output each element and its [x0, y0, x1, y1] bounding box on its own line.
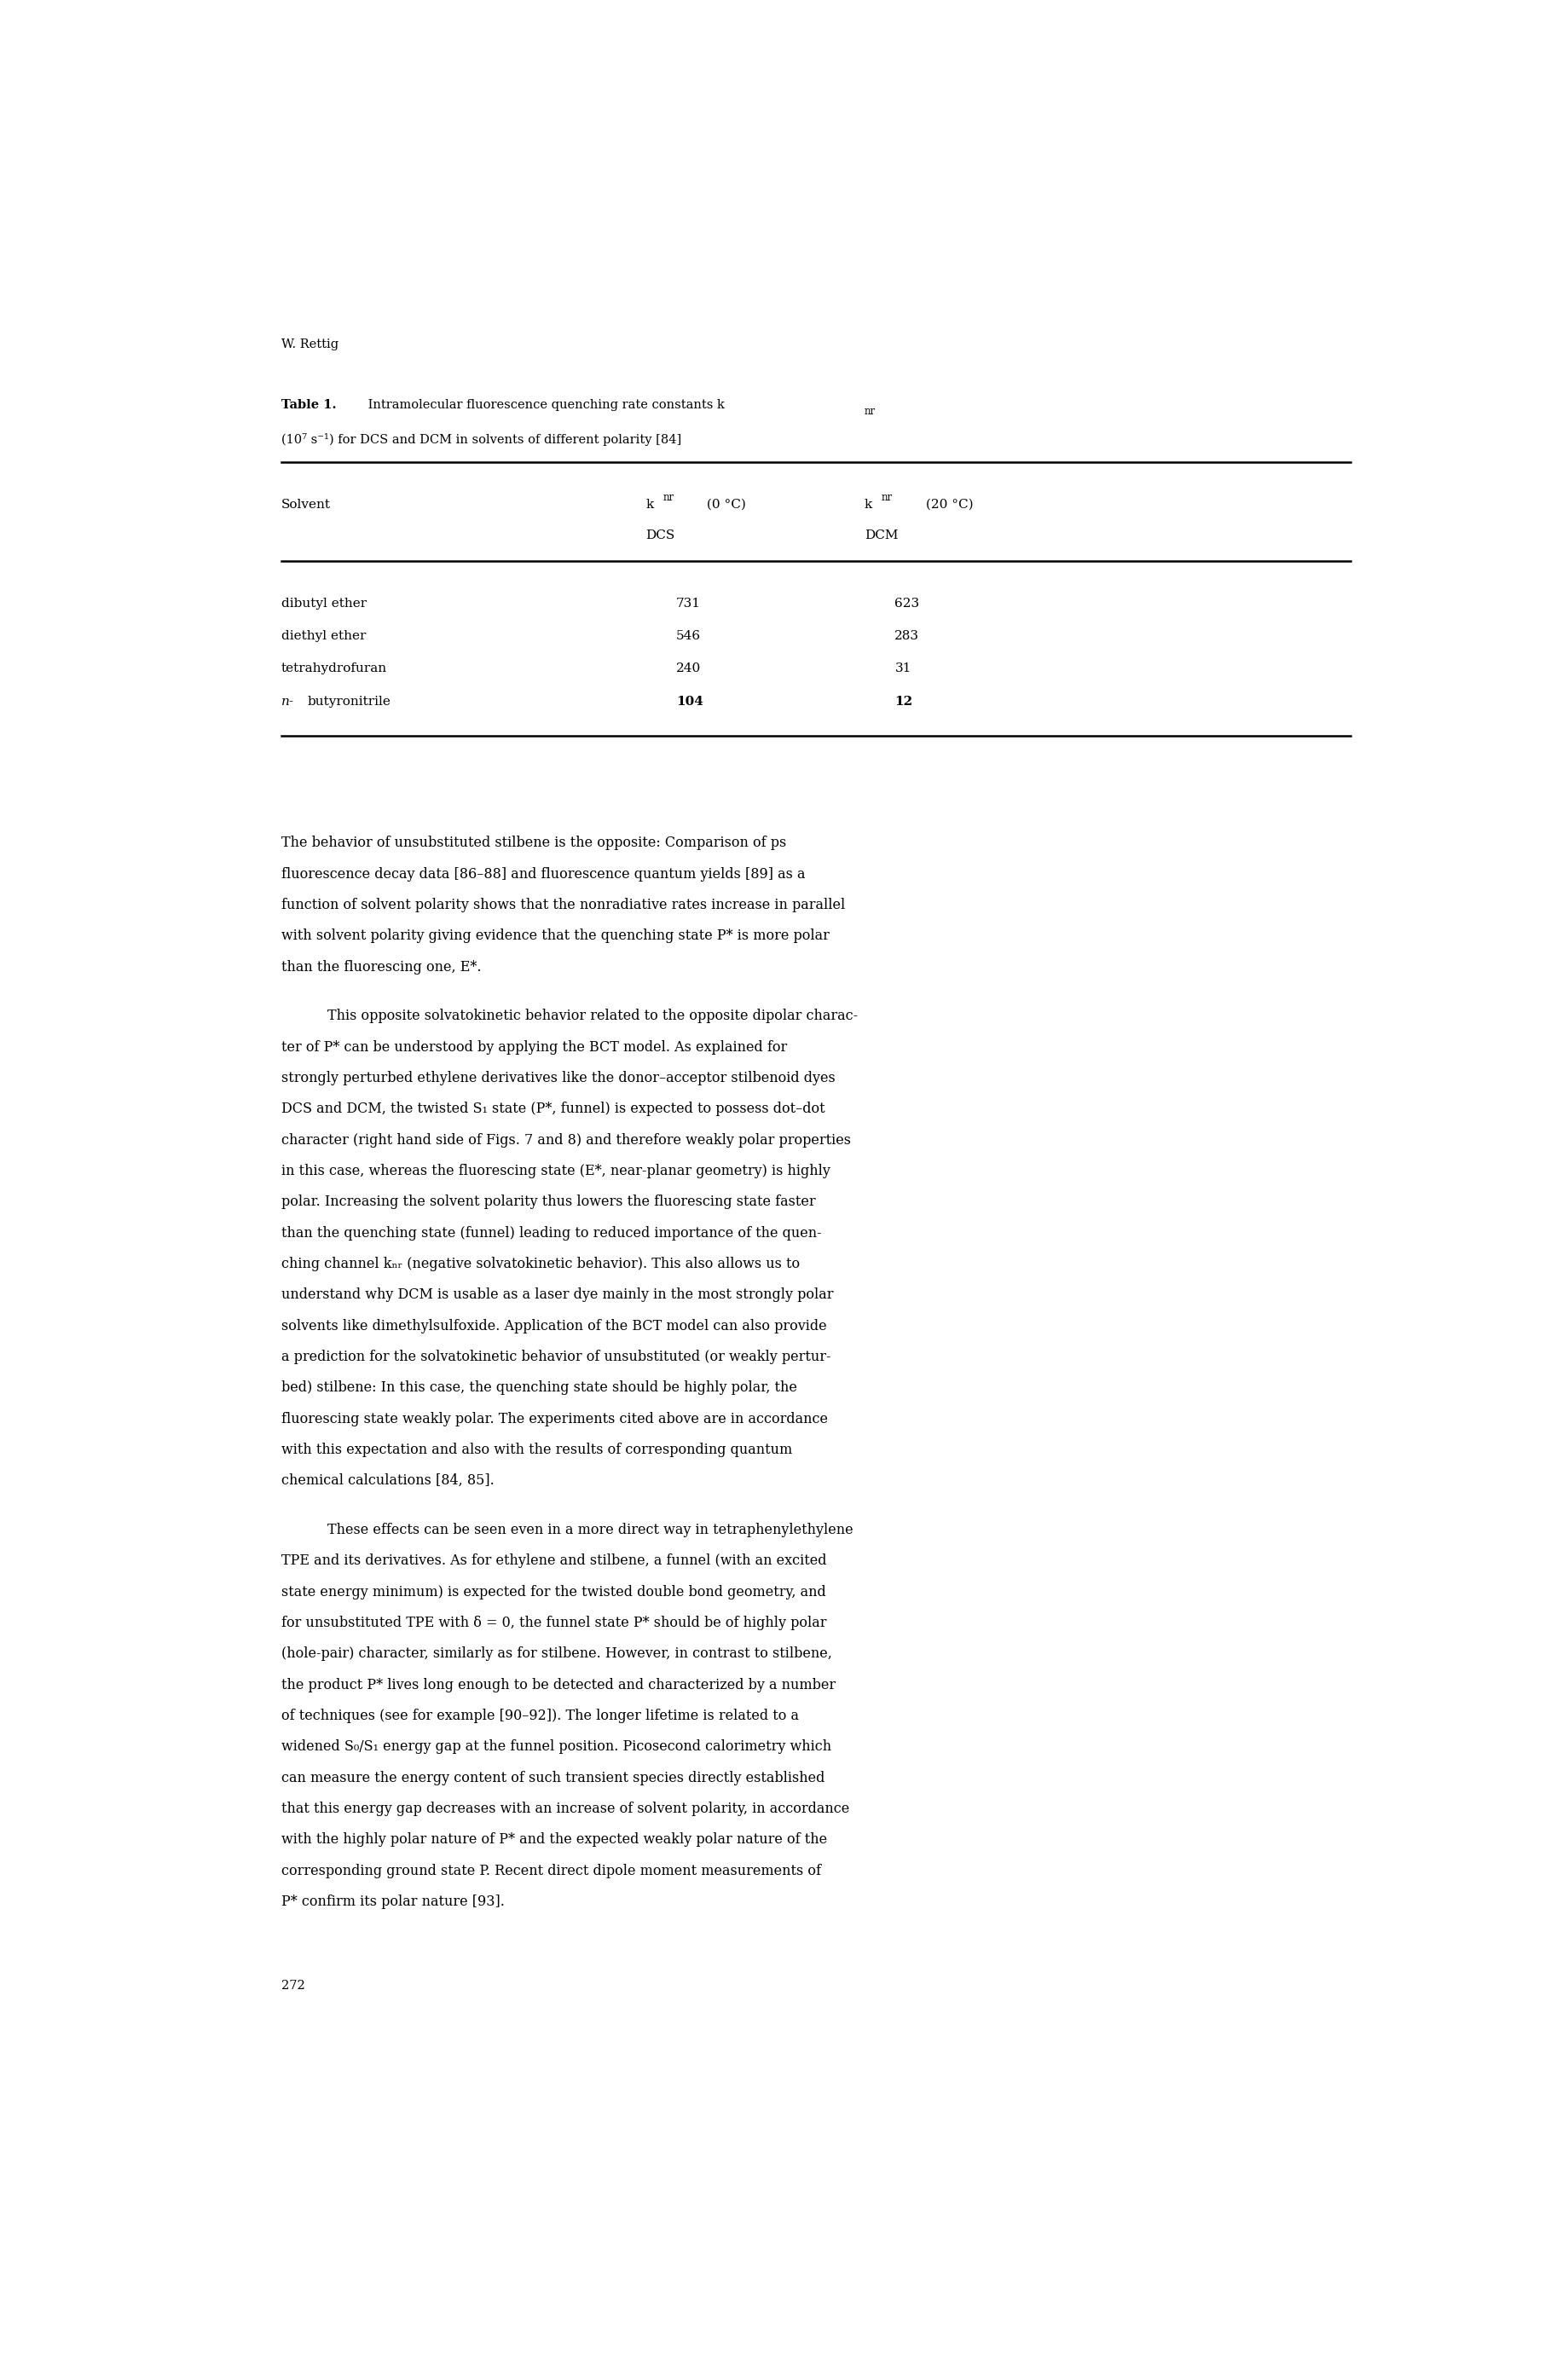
Text: that this energy gap decreases with an increase of solvent polarity, in accordan: that this energy gap decreases with an i…: [281, 1801, 850, 1817]
Text: widened S₀/S₁ energy gap at the funnel position. Picosecond calorimetry which: widened S₀/S₁ energy gap at the funnel p…: [281, 1739, 831, 1753]
Text: fluorescing state weakly polar. The experiments cited above are in accordance: fluorescing state weakly polar. The expe…: [281, 1413, 828, 1427]
Text: can measure the energy content of such transient species directly established: can measure the energy content of such t…: [281, 1770, 825, 1784]
Text: nr: nr: [864, 407, 875, 416]
Text: in this case, whereas the fluorescing state (E*, near-planar geometry) is highly: in this case, whereas the fluorescing st…: [281, 1164, 829, 1178]
Text: fluorescence decay data [86–88] and fluorescence quantum yields [89] as a: fluorescence decay data [86–88] and fluo…: [281, 866, 804, 883]
Text: with this expectation and also with the results of corresponding quantum: with this expectation and also with the …: [281, 1443, 792, 1457]
Text: butyronitrile: butyronitrile: [307, 696, 392, 707]
Text: with solvent polarity giving evidence that the quenching state P* is more polar: with solvent polarity giving evidence th…: [281, 930, 829, 944]
Text: TPE and its derivatives. As for ethylene and stilbene, a funnel (with an excited: TPE and its derivatives. As for ethylene…: [281, 1554, 826, 1569]
Text: nr: nr: [881, 492, 892, 502]
Text: diethyl ether: diethyl ether: [281, 629, 365, 641]
Text: DCS and DCM, the twisted S₁ state (P*, funnel) is expected to possess dot–dot: DCS and DCM, the twisted S₁ state (P*, f…: [281, 1103, 825, 1117]
Text: ter of P* can be understood by applying the BCT model. As explained for: ter of P* can be understood by applying …: [281, 1041, 787, 1055]
Text: corresponding ground state P. Recent direct dipole moment measurements of: corresponding ground state P. Recent dir…: [281, 1864, 820, 1879]
Text: dibutyl ether: dibutyl ether: [281, 596, 367, 608]
Text: The behavior of unsubstituted stilbene is the opposite: Comparison of ps: The behavior of unsubstituted stilbene i…: [281, 835, 786, 849]
Text: 104: 104: [676, 696, 702, 707]
Text: the product P* lives long enough to be detected and characterized by a number: the product P* lives long enough to be d…: [281, 1677, 836, 1692]
Text: for unsubstituted TPE with δ = 0, the funnel state P* should be of highly polar: for unsubstituted TPE with δ = 0, the fu…: [281, 1616, 826, 1630]
Text: solvents like dimethylsulfoxide. Application of the BCT model can also provide: solvents like dimethylsulfoxide. Applica…: [281, 1318, 826, 1332]
Text: nr: nr: [663, 492, 674, 502]
Text: tetrahydrofuran: tetrahydrofuran: [281, 662, 387, 674]
Text: n-: n-: [281, 696, 293, 707]
Text: k: k: [646, 499, 654, 511]
Text: These effects can be seen even in a more direct way in tetraphenylethylene: These effects can be seen even in a more…: [328, 1524, 853, 1538]
Text: ching channel kₙᵣ (negative solvatokinetic behavior). This also allows us to: ching channel kₙᵣ (negative solvatokinet…: [281, 1256, 800, 1271]
Text: Intramolecular fluorescence quenching rate constants k: Intramolecular fluorescence quenching ra…: [364, 400, 724, 412]
Text: of techniques (see for example [90–92]). The longer lifetime is related to a: of techniques (see for example [90–92]).…: [281, 1708, 798, 1722]
Text: (20 °C): (20 °C): [922, 499, 974, 511]
Text: bed) stilbene: In this case, the quenching state should be highly polar, the: bed) stilbene: In this case, the quenchi…: [281, 1382, 797, 1396]
Text: DCS: DCS: [646, 530, 674, 542]
Text: k: k: [864, 499, 872, 511]
Text: DCM: DCM: [864, 530, 898, 542]
Text: strongly perturbed ethylene derivatives like the donor–acceptor stilbenoid dyes: strongly perturbed ethylene derivatives …: [281, 1072, 836, 1086]
Text: than the quenching state (funnel) leading to reduced importance of the quen-: than the quenching state (funnel) leadin…: [281, 1226, 822, 1240]
Text: (hole-pair) character, similarly as for stilbene. However, in contrast to stilbe: (hole-pair) character, similarly as for …: [281, 1647, 831, 1661]
Text: than the fluorescing one, E*.: than the fluorescing one, E*.: [281, 961, 481, 975]
Text: Solvent: Solvent: [281, 499, 331, 511]
Text: state energy minimum) is expected for the twisted double bond geometry, and: state energy minimum) is expected for th…: [281, 1585, 826, 1599]
Text: 240: 240: [676, 662, 701, 674]
Text: a prediction for the solvatokinetic behavior of unsubstituted (or weakly pertur-: a prediction for the solvatokinetic beha…: [281, 1349, 831, 1365]
Text: polar. Increasing the solvent polarity thus lowers the fluorescing state faster: polar. Increasing the solvent polarity t…: [281, 1195, 815, 1209]
Text: 31: 31: [895, 662, 911, 674]
Text: (0 °C): (0 °C): [702, 499, 746, 511]
Text: P* confirm its polar nature [93].: P* confirm its polar nature [93].: [281, 1895, 505, 1909]
Text: function of solvent polarity shows that the nonradiative rates increase in paral: function of solvent polarity shows that …: [281, 897, 845, 913]
Text: 283: 283: [895, 629, 919, 641]
Text: with the highly polar nature of P* and the expected weakly polar nature of the: with the highly polar nature of P* and t…: [281, 1834, 826, 1848]
Text: 731: 731: [676, 596, 701, 608]
Text: 12: 12: [895, 696, 913, 707]
Text: 623: 623: [895, 596, 919, 608]
Text: understand why DCM is usable as a laser dye mainly in the most strongly polar: understand why DCM is usable as a laser …: [281, 1287, 833, 1301]
Text: chemical calculations [84, 85].: chemical calculations [84, 85].: [281, 1474, 494, 1488]
Text: This opposite solvatokinetic behavior related to the opposite dipolar charac-: This opposite solvatokinetic behavior re…: [328, 1008, 858, 1024]
Text: (10⁷ s⁻¹) for DCS and DCM in solvents of different polarity [84]: (10⁷ s⁻¹) for DCS and DCM in solvents of…: [281, 433, 681, 447]
Text: 546: 546: [676, 629, 701, 641]
Text: 272: 272: [281, 1980, 304, 1992]
Text: W. Rettig: W. Rettig: [281, 338, 339, 350]
Text: character (right hand side of Figs. 7 and 8) and therefore weakly polar properti: character (right hand side of Figs. 7 an…: [281, 1133, 850, 1148]
Text: Table 1.: Table 1.: [281, 400, 336, 412]
